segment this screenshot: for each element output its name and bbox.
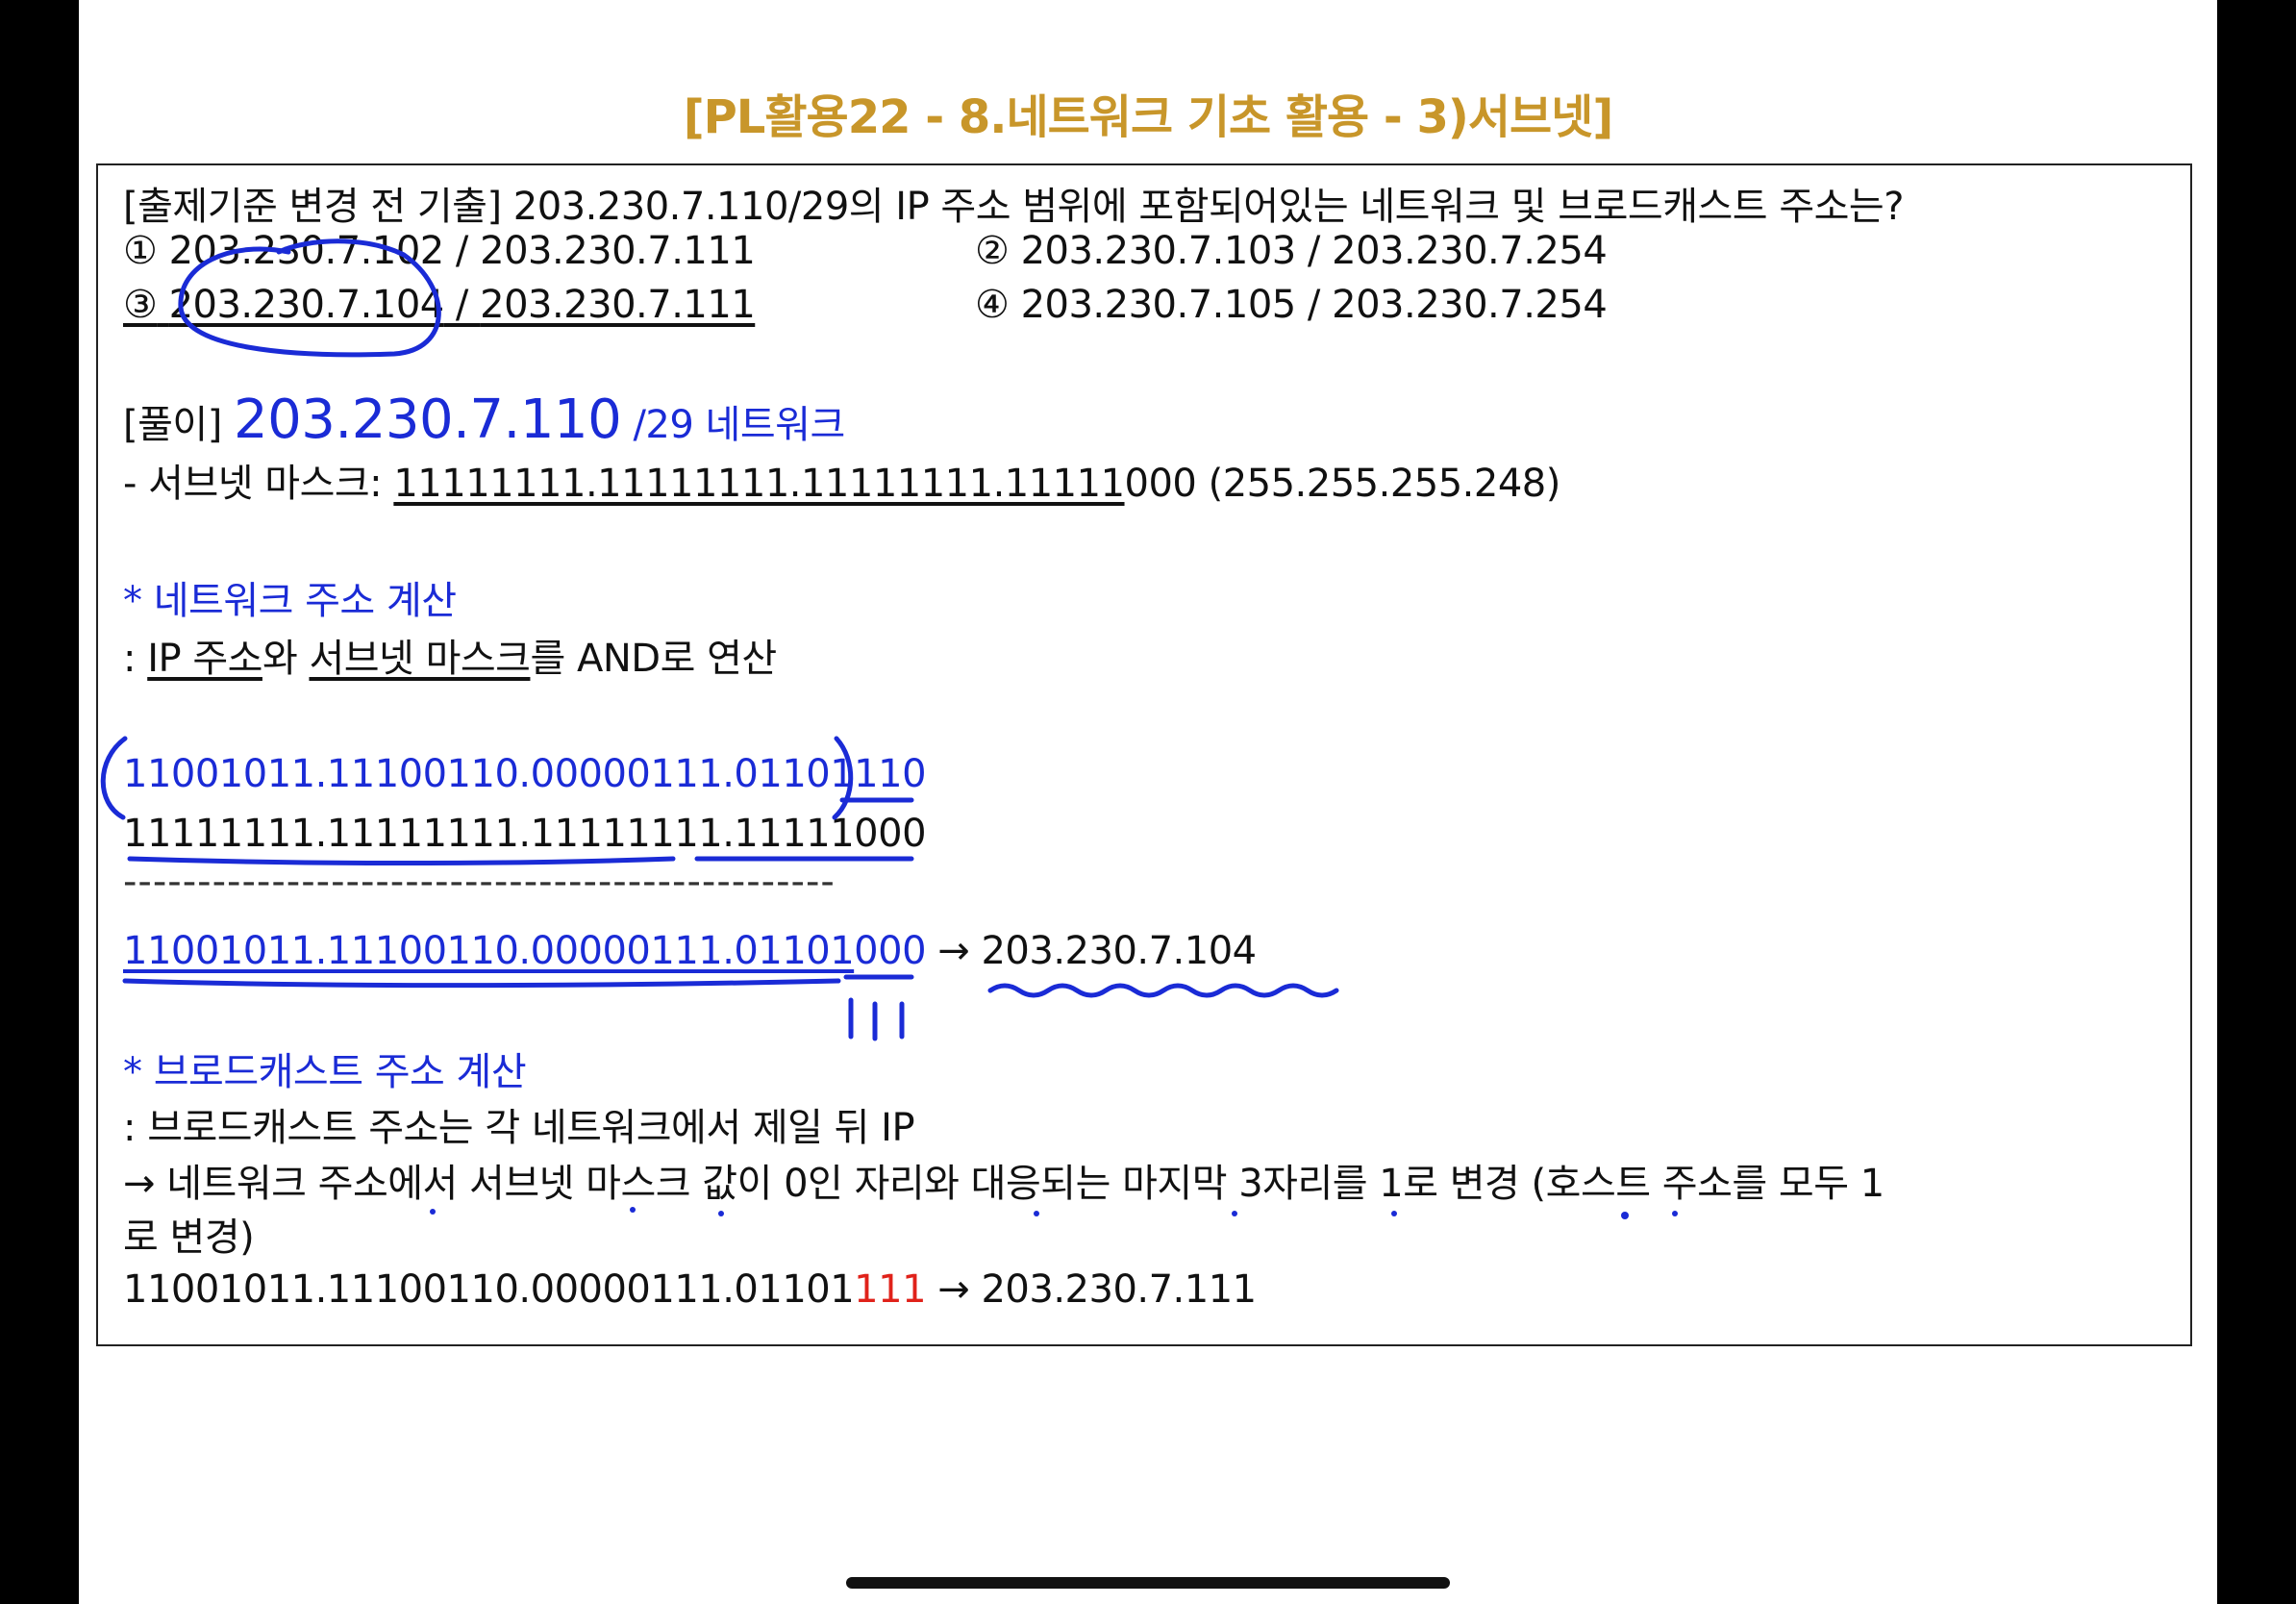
option-3-marker: ③ [123, 283, 158, 327]
subnet-mask-label: - 서브넷 마스크: [123, 462, 394, 506]
option-4-marker: ④ [975, 283, 1010, 327]
broadcast-result-line: 11001011.11100110.00000111.01101111 → 20… [123, 1267, 1257, 1312]
desc-suffix: 를 AND로 연산 [530, 637, 777, 681]
mask-binary-tail: 000 [854, 812, 927, 856]
mask-binary-head: 11111111.11111111.11111111.11111 [123, 812, 855, 856]
solution-ip: 203.230.7.110 [234, 388, 622, 451]
solution-label: [풀이] [123, 403, 222, 447]
option-2-marker: ② [975, 229, 1010, 273]
network-result-line: 11001011.11100110.00000111.01101000 → 20… [123, 929, 1257, 973]
arrow: → [926, 929, 982, 973]
content-box: [출제기준 변경 전 기출] 203.230.7.110/29의 IP 주소 범… [96, 163, 2192, 1346]
option-separator: / [1295, 283, 1333, 327]
arrow: → [926, 1267, 982, 1312]
subnet-mask-decimal: (255.255.255.248) [1196, 462, 1561, 506]
option-1: ① 203.230.7.102 / 203.230.7.111 [123, 229, 756, 273]
network-calc-desc: : IP 주소와 서브넷 마스크를 AND로 연산 [123, 627, 777, 683]
mask-binary-line: 11111111.11111111.11111111.11111000 [123, 812, 927, 856]
network-result-decimal: 203.230.7.104 [981, 929, 1257, 973]
desc-mask: 서브넷 마스크 [309, 637, 531, 681]
option-4-network: 203.230.7.105 [1020, 283, 1297, 327]
solution-line: [풀이] 203.230.7.110 /29 네트워크 [123, 388, 845, 451]
ip-binary-tail: 110 [854, 752, 927, 796]
slide-page: [PL활용22 - 8.네트워크 기초 활용 - 3)서브넷] [출제기준 변경… [79, 0, 2217, 1604]
broadcast-calc-heading: * 브로드캐스트 주소 계산 [123, 1050, 527, 1094]
network-result-head: 11001011.11100110.00000111.01101 [123, 929, 855, 973]
broadcast-rule-line2: 로 변경) [123, 1216, 255, 1260]
broadcast-result-decimal: 203.230.7.111 [981, 1267, 1257, 1312]
broadcast-result-head: 11001011.11100110.00000111.01101 [123, 1267, 855, 1312]
option-3: ③ 203.230.7.104 / 203.230.7.111 [123, 283, 756, 327]
option-4-broadcast: 203.230.7.254 [1332, 283, 1608, 327]
subnet-mask-line: - 서브넷 마스크: 11111111.11111111.11111111.11… [123, 452, 1560, 508]
desc-prefix: : [123, 637, 148, 681]
broadcast-result-tail: 111 [854, 1267, 927, 1312]
home-indicator[interactable] [846, 1577, 1450, 1589]
network-result-tail: 000 [854, 929, 927, 973]
option-1-broadcast: 203.230.7.111 [480, 229, 756, 273]
question-text: [출제기준 변경 전 기출] 203.230.7.110/29의 IP 주소 범… [123, 185, 1904, 229]
calc-divider: ----------------------------------------… [123, 860, 836, 904]
network-calc-heading: * 네트워크 주소 계산 [123, 579, 457, 623]
broadcast-calc-desc: : 브로드캐스트 주소는 각 네트워크에서 제일 뒤 IP [123, 1106, 915, 1150]
option-3-broadcast: 203.230.7.111 [480, 283, 756, 327]
slide-title: [PL활용22 - 8.네트워크 기초 활용 - 3)서브넷] [683, 90, 1614, 144]
broadcast-rule-line1: → 네트워크 주소에서 서브넷 마스크 값이 0인 자리와 대응되는 마지막 3… [123, 1162, 1884, 1206]
option-2: ② 203.230.7.103 / 203.230.7.254 [975, 229, 1608, 273]
option-2-broadcast: 203.230.7.254 [1332, 229, 1608, 273]
ip-binary-line: 11001011.11100110.00000111.01101110 [123, 752, 927, 796]
solution-prefix: /29 네트워크 [633, 403, 845, 447]
option-separator: / [443, 229, 481, 273]
subnet-mask-tail: 000 [1124, 462, 1197, 506]
desc-and: 와 [262, 637, 310, 681]
option-1-network: 203.230.7.102 [168, 229, 445, 273]
option-separator: / [1295, 229, 1333, 273]
option-4: ④ 203.230.7.105 / 203.230.7.254 [975, 283, 1608, 327]
subnet-mask-binary: 11111111.11111111.11111111.11111 [393, 462, 1125, 506]
option-1-marker: ① [123, 229, 158, 273]
option-2-network: 203.230.7.103 [1020, 229, 1297, 273]
option-3-network: 203.230.7.104 [168, 283, 445, 327]
desc-ip: IP 주소 [147, 637, 262, 681]
option-separator: / [443, 283, 481, 327]
ip-binary-head: 11001011.11100110.00000111.01101 [123, 752, 855, 796]
